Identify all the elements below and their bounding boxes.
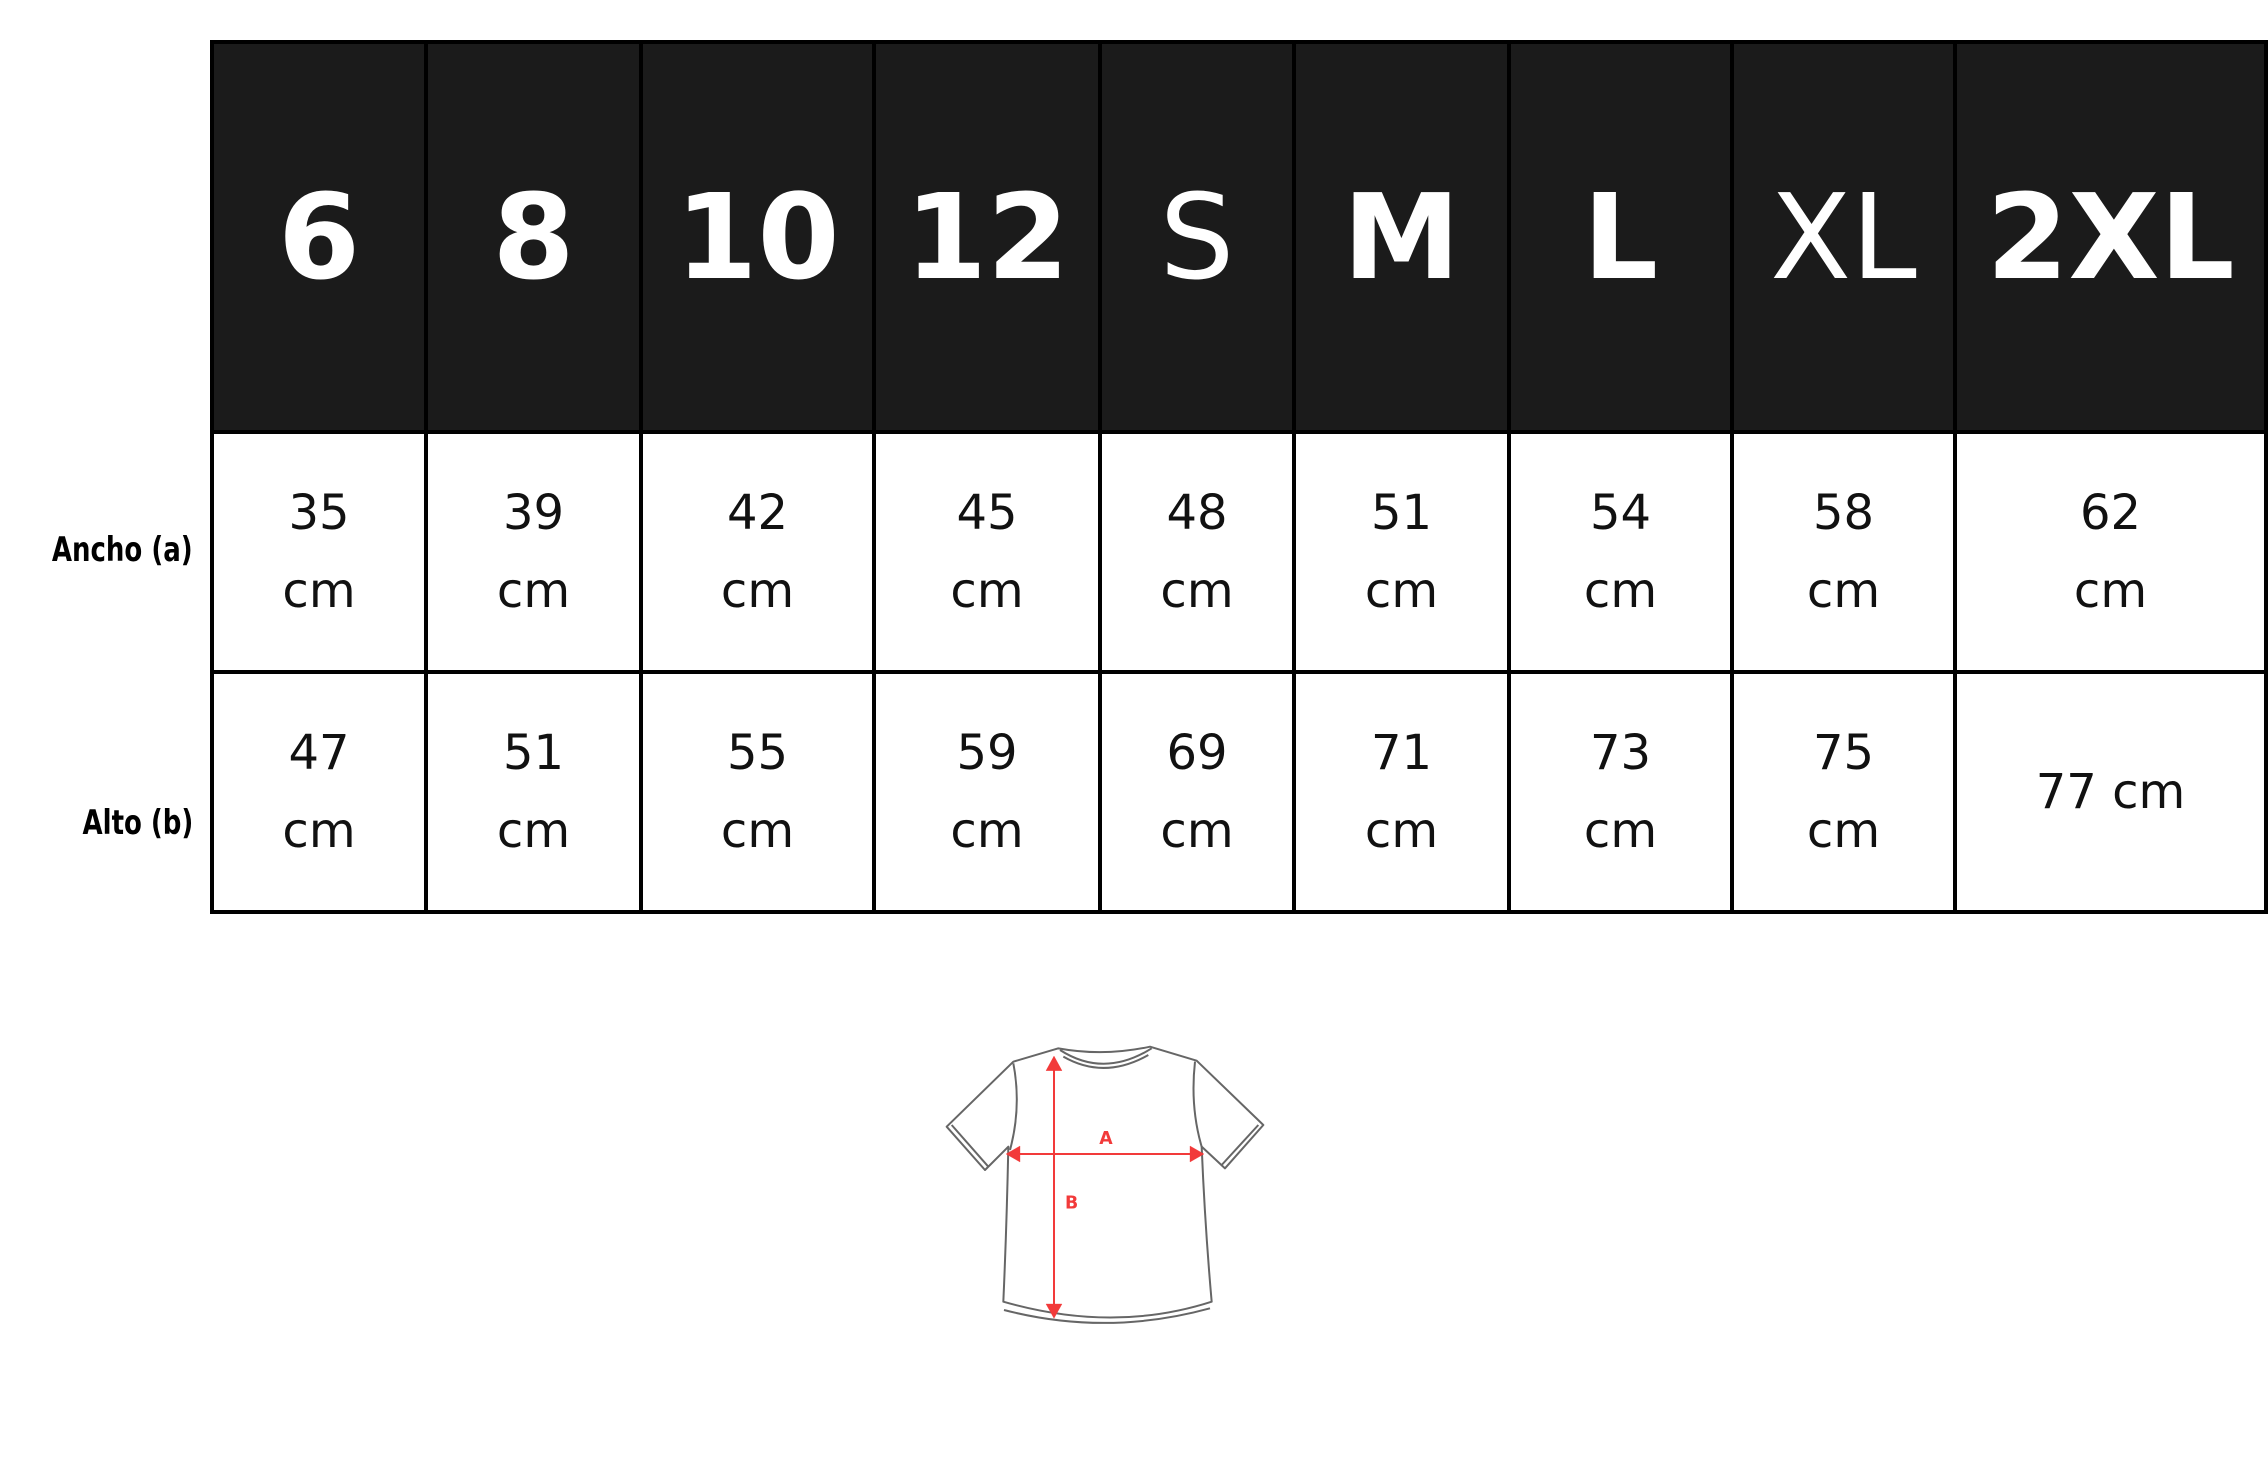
size-header: 12 (872, 40, 1102, 434)
tshirt-outline-icon (945, 1045, 1265, 1324)
alto-cell: 69 cm (1098, 670, 1296, 914)
ancho-cell: 48 cm (1098, 430, 1296, 674)
ancho-cell: 54 cm (1507, 430, 1734, 674)
size-header: L (1507, 40, 1734, 434)
ancho-cell: 35 cm (210, 430, 428, 674)
ancho-cell: 42 cm (639, 430, 876, 674)
size-header: M (1292, 40, 1511, 434)
alto-cell: 51 cm (424, 670, 643, 914)
alto-cell: 73 cm (1507, 670, 1734, 914)
size-header: 6 (210, 40, 428, 434)
row-label-alto: Alto (b) (82, 803, 193, 843)
ancho-cell: 58 cm (1730, 430, 1957, 674)
size-chart-table: 6 8 10 12 S M L XL 2XL 35 cm 39 cm 42 cm… (210, 40, 2268, 914)
alto-row: 47 cm 51 cm 55 cm 59 cm 69 cm 71 cm 73 c… (210, 670, 2268, 914)
ancho-row: 35 cm 39 cm 42 cm 45 cm 48 cm 51 cm 54 c… (210, 430, 2268, 674)
measurement-arrows: A B (1005, 1055, 1205, 1319)
ancho-cell: 45 cm (872, 430, 1102, 674)
size-header: XL (1730, 40, 1957, 434)
size-header: 10 (639, 40, 876, 434)
size-header: 2XL (1953, 40, 2268, 434)
header-row: 6 8 10 12 S M L XL 2XL (210, 40, 2268, 434)
label-b: B (1065, 1193, 1078, 1213)
alto-cell: 55 cm (639, 670, 876, 914)
alto-cell: 77 cm (1953, 670, 2268, 914)
row-label-ancho: Ancho (a) (52, 530, 193, 570)
ancho-cell: 62 cm (1953, 430, 2268, 674)
alto-cell: 75 cm (1730, 670, 1957, 914)
size-header: 8 (424, 40, 643, 434)
ancho-cell: 51 cm (1292, 430, 1511, 674)
alto-cell: 71 cm (1292, 670, 1511, 914)
label-a: A (1099, 1129, 1113, 1149)
size-header: S (1098, 40, 1296, 434)
alto-cell: 47 cm (210, 670, 428, 914)
alto-cell: 59 cm (872, 670, 1102, 914)
tshirt-measurement-diagram: A B (945, 1045, 1265, 1324)
ancho-cell: 39 cm (424, 430, 643, 674)
